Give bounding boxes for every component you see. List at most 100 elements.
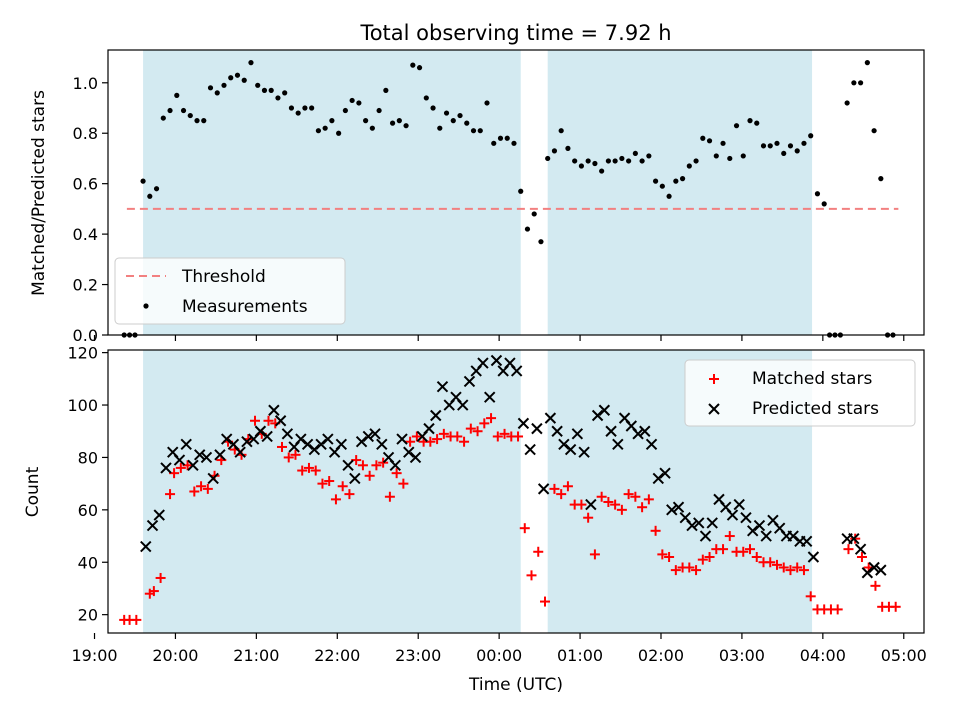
predicted-star-point-68: [598, 404, 611, 416]
predicted-star-point-75-b: [645, 438, 658, 451]
predicted-star-point-2-b: [153, 509, 165, 521]
predicted-star-point-56: [517, 417, 530, 430]
matched-star-point-101: [805, 591, 816, 602]
matched-star-point-78: [650, 525, 661, 536]
matched-star-point-108: [856, 552, 867, 563]
predicted-star-point-32-b: [355, 436, 368, 448]
measurement-point-88: [713, 153, 719, 159]
measurement-point-54: [484, 100, 490, 106]
predicted-star-point-81: [686, 519, 698, 532]
predicted-star-point-71-b: [618, 412, 631, 424]
measurement-point-19: [248, 60, 254, 66]
predicted-star-point-38-b: [396, 433, 408, 445]
measurement-point-40: [389, 120, 396, 126]
measurement-point-84: [686, 163, 692, 169]
measurement-point-96: [767, 143, 773, 149]
top-plot-frame: [107, 49, 925, 336]
predicted-star-point-74: [639, 425, 651, 437]
measurement-point-16: [228, 75, 234, 81]
predicted-star-point-8-b: [194, 449, 206, 461]
predicted-star-point-9-b: [200, 451, 213, 464]
top-measurement-points: [121, 60, 896, 338]
measurement-point-65: [558, 128, 564, 134]
predicted-star-point-76: [652, 472, 665, 485]
predicted-star-point-87: [726, 509, 739, 521]
predicted-star-point-50-b: [477, 357, 489, 369]
predicted-star-point-14-b: [234, 446, 246, 458]
predicted-star-point-102: [854, 543, 867, 555]
predicted-legend-label: Predicted stars: [752, 399, 879, 419]
matched-legend-plus: [709, 374, 719, 384]
measurement-point-92: [740, 153, 746, 159]
measurement-point-97: [774, 140, 780, 146]
predicted-legend-marker: [708, 403, 720, 415]
predicted-star-point-63-b: [564, 443, 577, 456]
matched-star-point-27: [303, 462, 314, 473]
predicted-star-point-5-b: [173, 454, 186, 466]
predicted-star-point-1: [146, 519, 159, 532]
measurement-point-74: [619, 155, 625, 162]
measurement-point-66: [565, 145, 571, 151]
measurement-point-104: [821, 201, 827, 207]
predicted-star-point-81-b: [686, 519, 698, 532]
predicted-star-point-18-b: [261, 430, 273, 443]
predicted-star-point-82-b: [693, 517, 705, 529]
predicted-star-point-34-b: [369, 428, 381, 440]
predicted-star-point-96: [787, 530, 799, 542]
predicted-star-point-44-b: [436, 380, 449, 393]
predicted-star-markers: [140, 354, 887, 579]
matched-star-point-70: [596, 491, 607, 502]
predicted-star-point-17-b: [254, 425, 267, 437]
predicted-star-point-101-b: [848, 532, 860, 545]
matched-star-point-110: [870, 580, 881, 591]
top-y-tick-label-4: 0.8: [73, 124, 98, 143]
matched-star-point-5: [155, 572, 166, 583]
predicted-star-point-84: [706, 517, 718, 529]
predicted-star-point-78: [666, 504, 678, 516]
matched-star-point-23: [276, 441, 287, 452]
predicted-star-point-51-b: [483, 391, 496, 403]
matched-star-point-8: [175, 462, 186, 473]
predicted-star-point-70: [612, 438, 624, 451]
predicted-star-point-64: [571, 428, 584, 440]
predicted-star-point-92: [760, 530, 772, 542]
predicted-star-point-24: [301, 438, 314, 451]
matched-star-point-92: [745, 544, 756, 555]
bottom-legend: Matched stars Predicted stars: [684, 359, 916, 427]
bottom-x-tick-label-10: 05:00: [881, 646, 927, 665]
predicted-star-point-75: [645, 438, 658, 451]
measurement-point-18: [241, 77, 247, 83]
predicted-star-point-83: [699, 530, 712, 542]
predicted-star-point-30-b: [342, 459, 354, 472]
predicted-star-point-76-b: [652, 472, 665, 485]
matched-star-point-89: [724, 531, 735, 542]
top-y-axis-label: Matched/Predicted stars: [29, 90, 49, 296]
x-axis-label: Time (UTC): [468, 675, 563, 695]
measurement-point-113: [878, 176, 884, 182]
predicted-star-point-94-b: [773, 522, 786, 534]
matched-star-point-24: [283, 452, 294, 463]
measurement-point-80: [659, 183, 665, 189]
matched-star-point-52: [472, 426, 483, 437]
matched-star-point-2: [131, 614, 142, 625]
predicted-star-point-82: [693, 517, 705, 529]
matched-star-point-81: [670, 565, 681, 576]
matched-star-point-99: [792, 562, 803, 573]
measurement-point-86: [700, 135, 706, 141]
predicted-star-point-105-b: [875, 564, 887, 576]
measurement-point-31: [329, 118, 335, 124]
predicted-star-point-21: [281, 428, 294, 440]
predicted-star-point-10: [207, 472, 219, 485]
measurement-point-60: [524, 226, 531, 232]
measurement-point-55: [491, 140, 497, 146]
matched-star-point-28: [310, 465, 321, 476]
matched-star-point-29: [317, 478, 328, 489]
measurement-point-33: [342, 107, 348, 114]
bottom-legend-box: [684, 359, 916, 427]
predicted-star-point-65: [578, 446, 590, 458]
predicted-star-point-66-b: [585, 498, 597, 511]
predicted-star-point-47: [457, 399, 469, 411]
measurement-legend-marker: [143, 303, 149, 309]
measurement-point-39: [383, 87, 389, 93]
predicted-star-point-29-b: [335, 438, 348, 451]
